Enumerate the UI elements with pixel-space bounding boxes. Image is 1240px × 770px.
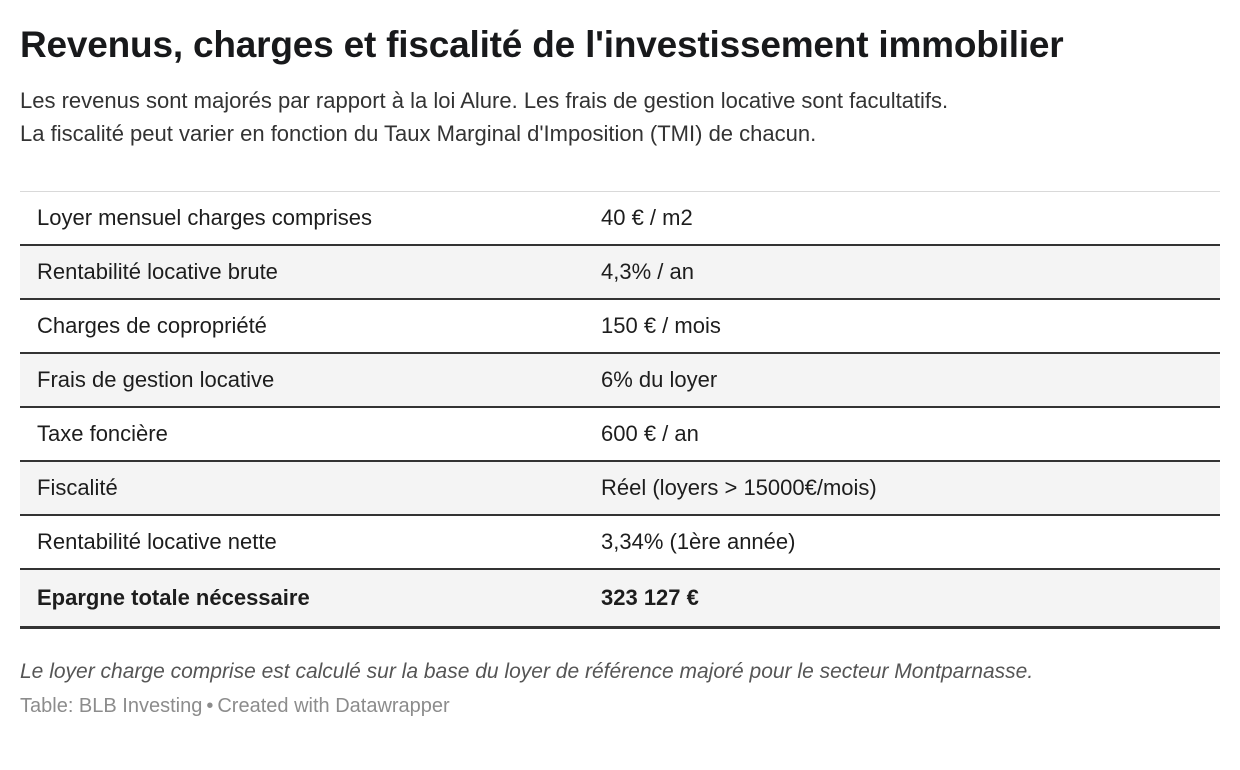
- row-value: 323 127 €: [584, 568, 1220, 630]
- row-value: 600 € / an: [584, 406, 1220, 462]
- table-row-total: Epargne totale nécessaire 323 127 €: [20, 568, 1220, 630]
- row-value: 40 € / m2: [601, 205, 693, 231]
- row-label: Epargne totale nécessaire: [20, 568, 584, 630]
- table-body: Loyer mensuel charges comprises 40 € / m2…: [20, 192, 1220, 630]
- row-label: Frais de gestion locative: [20, 352, 584, 408]
- table-row: Loyer mensuel charges comprises 40 € / m2: [20, 192, 1220, 246]
- table-row: Charges de copropriété 150 € / mois: [20, 298, 1220, 354]
- table-row: Fiscalité Réel (loyers > 15000€/mois): [20, 460, 1220, 516]
- table-row: Frais de gestion locative 6% du loyer: [20, 352, 1220, 408]
- row-value: 6% du loyer: [584, 352, 1220, 408]
- description-line-1: Les revenus sont majorés par rapport à l…: [20, 88, 949, 114]
- data-table: Loyer mensuel charges comprises 40 € / m2…: [20, 191, 1220, 630]
- separator-dot: •: [206, 695, 214, 718]
- table-row: Rentabilité locative nette 3,34% (1ère an…: [20, 514, 1220, 570]
- row-value: 4,3% / an: [584, 244, 1220, 300]
- row-label: Rentabilité locative nette: [20, 514, 584, 570]
- table-row: Rentabilité locative brute 4,3% / an: [20, 244, 1220, 300]
- attribution-line: Table: BLB Investing • Created with Datawr…: [20, 694, 1220, 718]
- source-label: Table: BLB Investing: [20, 695, 203, 718]
- row-value: 3,34% (1ère année): [584, 514, 1220, 570]
- row-label: Fiscalité: [20, 460, 584, 516]
- datawrapper-table-visualization: Revenus, charges et fiscalité de l'inves…: [20, 22, 1220, 718]
- row-label: Charges de copropriété: [20, 298, 584, 354]
- row-label: Rentabilité locative brute: [20, 244, 584, 300]
- table-note: Le loyer charge comprise est calculé sur…: [20, 660, 1034, 684]
- row-value: Réel (loyers > 15000€/mois): [584, 460, 1220, 516]
- description-line-2: La fiscalité peut varier en fonction du …: [20, 121, 817, 147]
- datawrapper-credit-link[interactable]: Created with Datawrapper: [217, 695, 450, 718]
- chart-footer: Le loyer charge comprise est calculé sur…: [20, 659, 1220, 718]
- chart-header: Revenus, charges et fiscalité de l'inves…: [20, 22, 1220, 150]
- page-title: Revenus, charges et fiscalité de l'inves…: [20, 24, 1064, 65]
- row-label: Taxe foncière: [20, 406, 584, 462]
- page-description: Les revenus sont majorés par rapport à l…: [20, 84, 1220, 150]
- row-value: 150 € / mois: [584, 298, 1220, 354]
- table-row: Taxe foncière 600 € / an: [20, 406, 1220, 462]
- row-label: Loyer mensuel charges comprises: [37, 205, 373, 231]
